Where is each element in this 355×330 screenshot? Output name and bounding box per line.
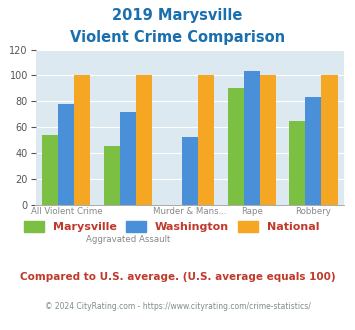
Text: 2019 Marysville: 2019 Marysville [112, 8, 243, 23]
Bar [305, 97, 322, 205]
Bar [136, 75, 152, 205]
Bar [75, 75, 91, 205]
Bar [198, 75, 214, 205]
Bar [182, 137, 198, 205]
Bar [42, 135, 58, 205]
Bar [322, 75, 338, 205]
Text: © 2024 CityRating.com - https://www.cityrating.com/crime-statistics/: © 2024 CityRating.com - https://www.city… [45, 302, 310, 311]
Text: Compared to U.S. average. (U.S. average equals 100): Compared to U.S. average. (U.S. average … [20, 272, 335, 282]
Bar [244, 72, 260, 205]
Text: Violent Crime Comparison: Violent Crime Comparison [70, 30, 285, 45]
Bar [120, 112, 136, 205]
Bar [58, 104, 75, 205]
Bar [289, 120, 305, 205]
Legend: Marysville, Washington, National: Marysville, Washington, National [20, 217, 324, 237]
Bar [260, 75, 276, 205]
Bar [228, 88, 244, 205]
Text: Aggravated Assault: Aggravated Assault [86, 235, 170, 244]
Bar [104, 147, 120, 205]
